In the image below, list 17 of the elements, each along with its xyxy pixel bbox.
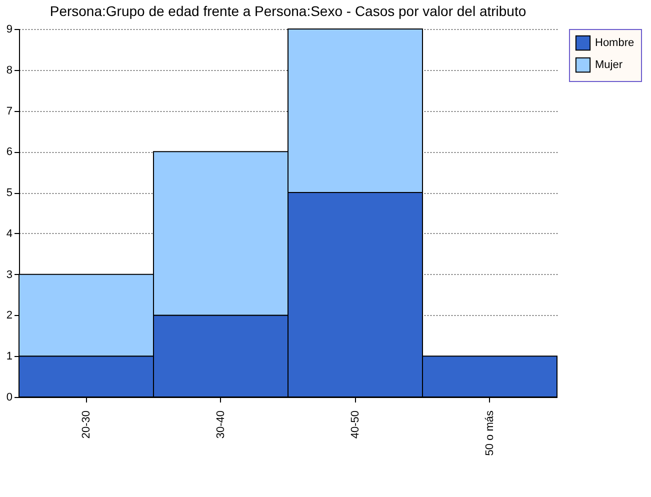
y-tick-label: 6: [6, 146, 12, 158]
y-tick-label: 5: [6, 187, 12, 200]
y-tick-label: 9: [6, 24, 12, 36]
chart-title: Persona:Grupo de edad frente a Persona:Sexo - Casos por valor del atributo: [50, 3, 526, 19]
y-tick-label: 2: [6, 310, 12, 322]
legend-label: Hombre: [595, 37, 634, 49]
y-tick-label: 7: [6, 105, 12, 118]
legend-label: Mujer: [595, 59, 623, 71]
y-tick-label: 3: [6, 268, 12, 281]
y-tick-label: 4: [6, 228, 12, 240]
y-tick-label: 8: [6, 64, 12, 76]
x-tick-label: 50 o más: [484, 410, 496, 456]
x-tick-label: 30-40: [214, 410, 227, 439]
y-tick-label: 0: [6, 392, 12, 404]
x-tick-label: 40-50: [349, 410, 362, 439]
x-tick-label: 20-30: [80, 410, 92, 439]
y-tick-label: 1: [6, 350, 12, 363]
